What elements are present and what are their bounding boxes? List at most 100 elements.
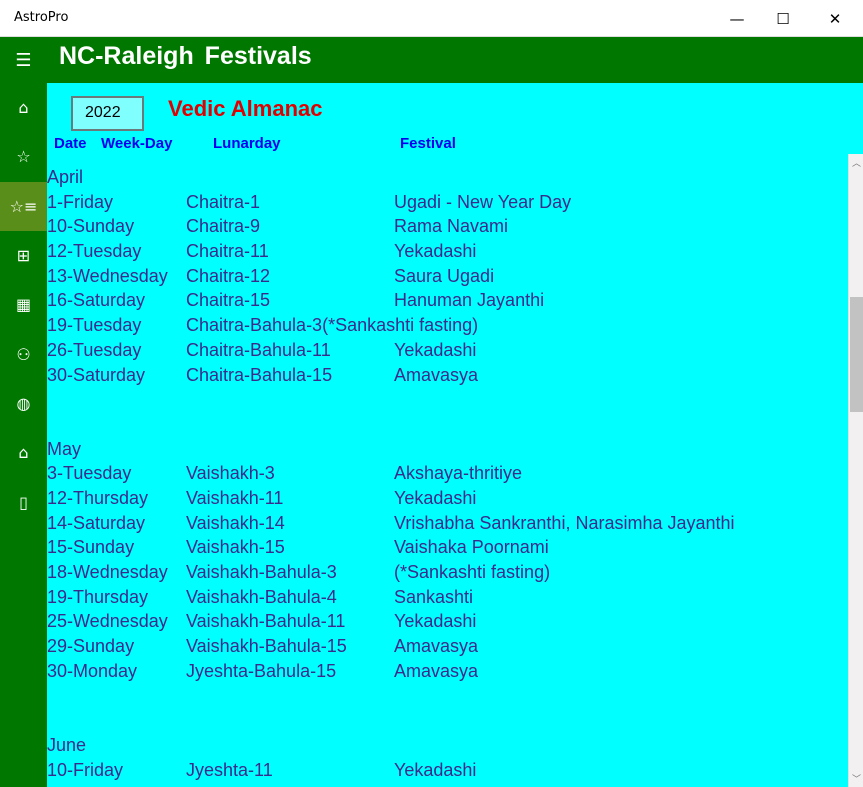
date-cell: 1-Friday <box>47 191 114 212</box>
vertical-scrollbar[interactable]: ︿ ﹀ <box>848 154 863 787</box>
date-cell: 3-Tuesday <box>47 463 132 484</box>
date-cell: 18-Wednesday <box>47 562 168 583</box>
sidebar-item-globe[interactable]: ◍ <box>0 379 47 428</box>
column-header-lunarday: Lunarday <box>213 135 281 152</box>
page-title: NC-Raleigh Festivals <box>59 42 312 70</box>
festival-row: 10-Sunday Chaitra-9 Rama Navami <box>47 214 847 239</box>
sidebar-item-grid[interactable]: ⊞ <box>0 231 47 280</box>
festival-row: 26-Tuesday Chaitra-Bahula-11 Yekadashi <box>47 338 847 363</box>
month-label: June <box>47 734 87 755</box>
festival-row: 18-Wednesday Vaishakh-Bahula-3 (*Sankashti… <box>47 560 847 585</box>
sidebar-item-home[interactable]: ⌂ <box>0 83 47 132</box>
date-cell: 30-Monday <box>47 660 138 681</box>
lunarday-cell: Chaitra-9 <box>186 216 261 237</box>
month-label: April <box>47 167 84 187</box>
festival-cell: Yekadashi <box>394 611 477 632</box>
festival-row: 19-Thursday Vaishakh-Bahula-4 Sankashti <box>47 585 847 610</box>
sidebar-item-people[interactable]: ⚇ <box>0 329 47 378</box>
festival-cell: Saura Ugadi <box>394 265 495 286</box>
sidebar: ⌂ ☆ ☆≡ ⊞ ▦ ⚇ ◍ ⌂ ▯ <box>0 83 47 787</box>
close-button[interactable]: ✕ <box>828 9 842 28</box>
lunarday-cell: Vaishakh-3 <box>186 463 275 484</box>
festival-cell: Amavasya <box>394 636 479 657</box>
festival-cell: Rama Navami <box>394 216 509 237</box>
festivals-icon: ☆≡ <box>9 196 38 216</box>
festival-cell: Yekadashi <box>394 487 477 508</box>
festival-cell: Yekadashi <box>394 241 477 262</box>
month-section: May 3-Tuesday Vaishakh-3 Akshaya-thritiye 12… <box>47 437 847 684</box>
lunarday-cell: Vaishakh-11 <box>186 487 284 508</box>
calendar-icon: ▦ <box>15 295 32 315</box>
date-cell: 10-Sunday <box>47 216 135 237</box>
lunarday-cell: Vaishakh-Bahula-15 <box>186 636 347 657</box>
date-cell: 10-Friday <box>47 759 124 780</box>
title-bar: AstroPro — ☐ ✕ <box>0 0 863 37</box>
app-header: ☰ NC-Raleigh Festivals <box>0 37 863 83</box>
globe-icon: ◍ <box>16 393 31 413</box>
sidebar-item-calendar[interactable]: ▦ <box>0 280 47 329</box>
home-icon: ⌂ <box>18 98 29 118</box>
column-header-weekday: Week-Day <box>101 135 173 152</box>
festival-cell: Ugadi - New Year Day <box>394 191 572 212</box>
hamburger-menu-icon[interactable]: ☰ <box>15 49 32 71</box>
festival-cell: Amavasya <box>394 364 479 385</box>
date-cell: 26-Tuesday <box>47 339 142 360</box>
date-cell: 25-Wednesday <box>47 611 168 632</box>
almanac-heading: Vedic Almanac <box>168 96 323 121</box>
minimize-button[interactable]: — <box>729 9 745 28</box>
festival-row: 30-Saturday Chaitra-Bahula-15 Amavasya <box>47 363 847 388</box>
scrollbar-thumb[interactable] <box>850 297 863 412</box>
festival-cell: Akshaya-thritiye <box>394 463 523 484</box>
home-tree-icon: ⌂ <box>18 443 29 463</box>
festival-row: 30-Monday Jyeshta-Bahula-15 Amavasya <box>47 659 847 684</box>
festival-row: 25-Wednesday Vaishakh-Bahula-11 Yekadashi <box>47 609 847 634</box>
lunarday-cell: Vaishakh-Bahula-4 <box>186 586 337 607</box>
page-icon: ▯ <box>19 492 28 512</box>
column-header-festival: Festival <box>400 135 456 152</box>
lunarday-cell: Vaishakh-Bahula-3 <box>186 562 337 583</box>
sidebar-item-home-tree[interactable]: ⌂ <box>0 428 47 477</box>
date-cell: 19-Thursday <box>47 586 149 607</box>
app-title: AstroPro <box>14 10 69 25</box>
festival-row: 29-Sunday Vaishakh-Bahula-15 Amavasya <box>47 634 847 659</box>
festival-cell: Sankashti <box>394 586 474 607</box>
festival-cell: Vrishabha Sankranthi, Narasimha Jayanthi <box>394 512 735 533</box>
sidebar-item-page[interactable]: ▯ <box>0 477 47 526</box>
festival-row: 16-Saturday Chaitra-15 Hanuman Jayanthi <box>47 288 847 313</box>
scroll-down-icon[interactable]: ﹀ <box>851 775 861 785</box>
festival-row: 1-Friday Chaitra-1 Ugadi - New Year Day <box>47 190 847 215</box>
sidebar-item-festivals[interactable]: ☆≡ <box>0 181 47 231</box>
date-cell: 12-Tuesday <box>47 241 142 262</box>
festival-cell: Yekadashi <box>394 339 477 360</box>
lunarday-cell: Vaishakh-14 <box>186 512 285 533</box>
festival-cell: Amavasya <box>394 660 479 681</box>
maximize-button[interactable]: ☐ <box>776 9 790 28</box>
festival-cell: Hanuman Jayanthi <box>394 290 545 311</box>
lunarday-cell: Chaitra-Bahula-11 <box>186 339 331 360</box>
lunarday-cell: Jyeshta-Bahula-15 <box>186 660 337 681</box>
column-header-date: Date <box>54 135 87 152</box>
scroll-up-icon[interactable]: ︿ <box>851 159 861 169</box>
lunarday-cell: Chaitra-Bahula-15 <box>186 364 333 385</box>
people-icon: ⚇ <box>16 344 31 364</box>
month-label: May <box>47 438 82 459</box>
date-cell: 29-Sunday <box>47 636 135 657</box>
month-section: April 1-Friday Chaitra-1 Ugadi - New Year D… <box>47 165 847 387</box>
date-cell: 16-Saturday <box>47 290 146 311</box>
lunarday-cell: Chaitra-1 <box>186 191 261 212</box>
sidebar-item-favorites[interactable]: ☆ <box>0 132 47 181</box>
festival-row: 10-Friday Jyeshta-11 Yekadashi <box>47 758 847 783</box>
year-input[interactable]: 2022 <box>71 96 144 131</box>
date-cell: 30-Saturday <box>47 364 146 385</box>
date-cell: 14-Saturday <box>47 512 146 533</box>
festival-row: 14-Saturday Vaishakh-14 Vrishabha Sankrant… <box>47 511 847 536</box>
lunarday-cell: Chaitra-15 <box>186 290 271 311</box>
festival-cell: Yekadashi <box>394 759 477 780</box>
lunarday-cell: Chaitra-Bahula-3(*Sankashti fasting) <box>186 315 479 336</box>
festival-row: 12-Tuesday Chaitra-11 Yekadashi <box>47 239 847 264</box>
lunarday-cell: Chaitra-11 <box>186 241 269 262</box>
festival-list: April 1-Friday Chaitra-1 Ugadi - New Year D… <box>47 165 847 782</box>
date-cell: 13-Wednesday <box>47 265 168 286</box>
festival-row: 12-Thursday Vaishakh-11 Yekadashi <box>47 486 847 511</box>
date-cell: 12-Thursday <box>47 487 149 508</box>
